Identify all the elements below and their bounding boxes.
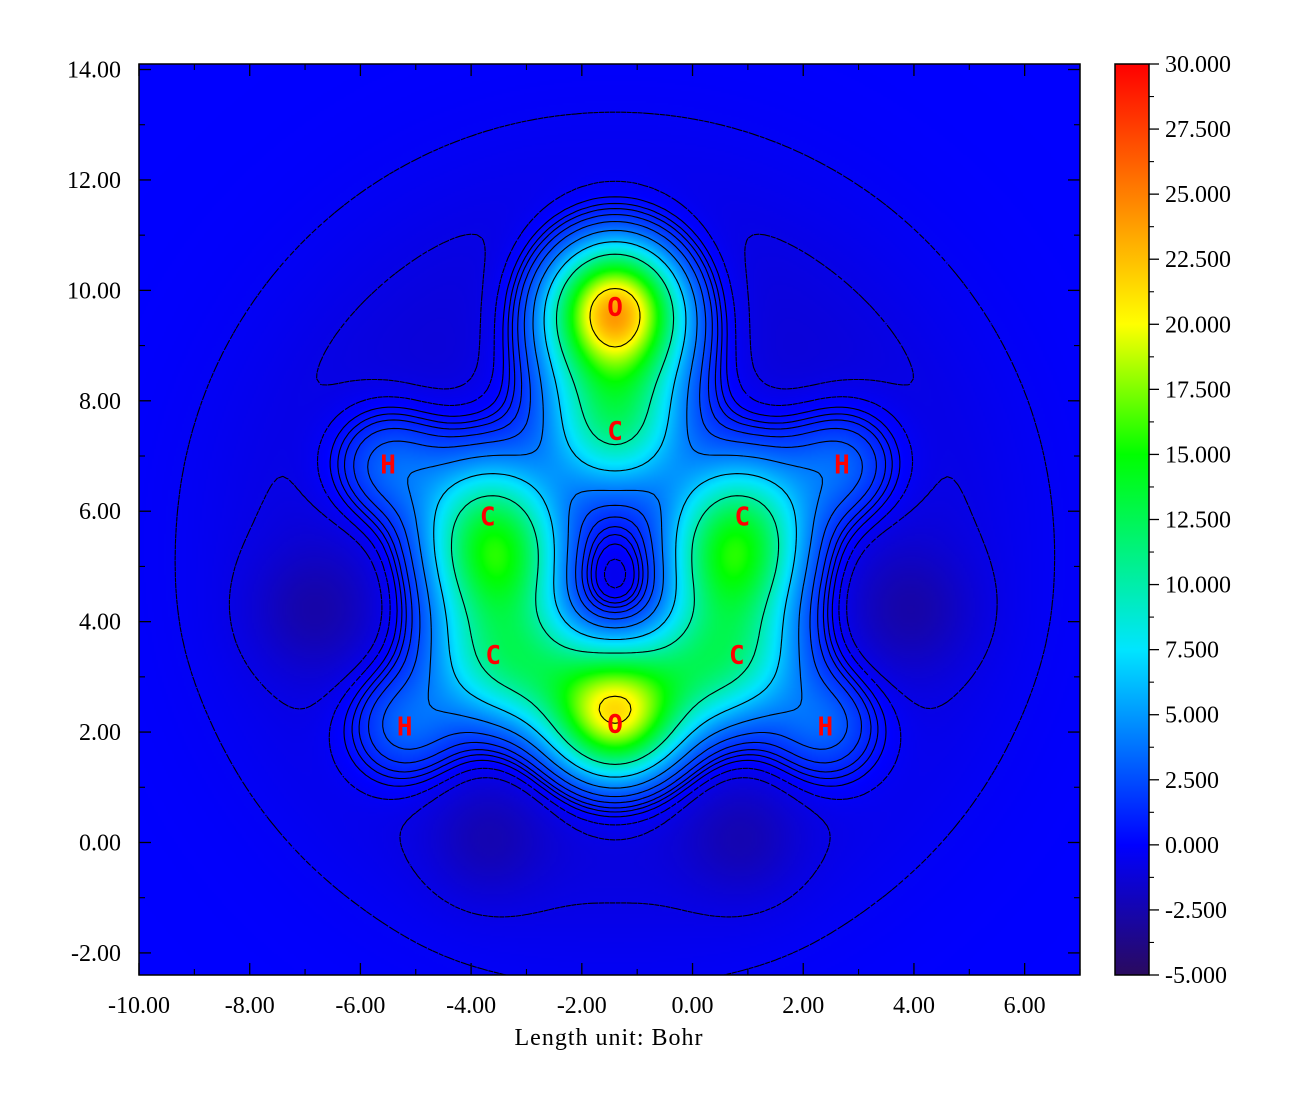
x-axis-label: Length unit: Bohr: [515, 1025, 704, 1051]
atom-label: C: [480, 503, 496, 533]
atom-label: H: [380, 450, 396, 480]
colorbar-tick-label: 10.000: [1165, 573, 1231, 599]
contour-line: [407, 229, 823, 789]
atom-label: C: [485, 641, 501, 671]
y-tick-label: 0.00: [79, 830, 121, 856]
contour-line: [329, 196, 901, 818]
x-tick-label: 2.00: [782, 993, 824, 1019]
x-tick-label: -4.00: [446, 993, 496, 1019]
x-tick-label: -10.00: [108, 993, 170, 1019]
contour-line: [228, 233, 998, 918]
atom-label: O: [607, 293, 623, 323]
plot-frame: [138, 63, 1081, 976]
y-tick-label: 12.00: [67, 168, 121, 194]
y-tick-label: 8.00: [79, 389, 121, 415]
contour-line: [433, 241, 797, 778]
colorbar-gradient: [1114, 63, 1150, 976]
colorbar-tick-label: 20.000: [1165, 312, 1231, 338]
colorbar-tick-label: 12.500: [1165, 508, 1231, 534]
contour-lines: [174, 111, 1056, 975]
colorbar-tick-label: -2.500: [1165, 898, 1227, 924]
x-tick-label: 0.00: [672, 993, 714, 1019]
colorbar-tick-label: 25.000: [1165, 182, 1231, 208]
colorbar-ticks: 30.000 27.500 25.000 22.500 20.000 17.500 15.0…: [1149, 52, 1231, 989]
contour-line: [589, 287, 641, 724]
atom-label: H: [397, 713, 413, 743]
atom-label: H: [834, 450, 850, 480]
y-tick-label: 6.00: [79, 499, 121, 525]
plot-area: -10.00 -8.00 -6.00 -4.00 -2.00 0.00 2.00 4.00 6.…: [67, 58, 1081, 1019]
colorbar-tick-label: -5.000: [1165, 963, 1227, 989]
x-tick-label: -2.00: [557, 993, 607, 1019]
y-tick-label: 10.00: [67, 278, 121, 304]
colorbar-tick-label: 22.500: [1165, 247, 1231, 273]
colorbar: 30.000 27.500 25.000 22.500 20.000 17.500 15.0…: [1114, 52, 1231, 989]
x-tick-label: 6.00: [1004, 993, 1046, 1019]
x-axis-ticks: -10.00 -8.00 -6.00 -4.00 -2.00 0.00 2.00 4.00 6.…: [108, 64, 1081, 1019]
contour-line: [353, 213, 877, 804]
contour-line: [367, 220, 863, 798]
colorbar-tick-label: 15.000: [1165, 442, 1231, 468]
x-tick-label: -6.00: [335, 993, 385, 1019]
x-tick-label: -8.00: [225, 993, 275, 1019]
colorbar-tick-label: 30.000: [1165, 52, 1231, 78]
atom-label: H: [818, 713, 834, 743]
y-tick-label: 4.00: [79, 610, 121, 636]
atom-label: C: [729, 641, 745, 671]
contour-line: [174, 111, 1056, 975]
atom-label: C: [607, 417, 623, 447]
contour-line: [343, 208, 887, 809]
atom-labels: O C H H C C C C H H O: [380, 293, 850, 743]
colorbar-tick-label: 0.000: [1165, 833, 1219, 859]
atom-label: O: [607, 710, 623, 740]
contour-line: [450, 253, 780, 765]
y-tick-label: 14.00: [67, 58, 121, 84]
y-tick-label: -2.00: [71, 941, 121, 967]
y-tick-label: 2.00: [79, 720, 121, 746]
colorbar-tick-label: 2.500: [1165, 768, 1219, 794]
atom-label: C: [735, 503, 751, 533]
colorbar-tick-label: 5.000: [1165, 703, 1219, 729]
x-tick-label: 4.00: [893, 993, 935, 1019]
colorbar-tick-label: 27.500: [1165, 117, 1231, 143]
heatmap-image: [139, 64, 1080, 975]
colorbar-tick-label: 7.500: [1165, 638, 1219, 664]
contour-line: [337, 202, 893, 813]
colorbar-tick-label: 17.500: [1165, 377, 1231, 403]
y-axis-ticks: -2.00 0.00 2.00 4.00 6.00 8.00 10.00 12.00 14.00: [67, 58, 1080, 967]
